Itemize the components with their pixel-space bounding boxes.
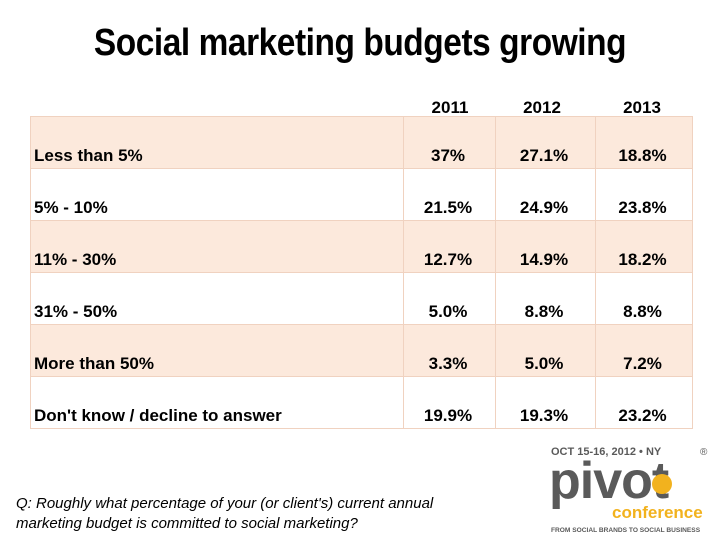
table-row: Less than 5% 37% 27.1% 18.8% <box>30 116 693 169</box>
pivot-conference-logo: OCT 15-16, 2012 • NY ® pivot conference … <box>549 446 708 534</box>
column-header-2011: 2011 <box>431 98 469 117</box>
cell-value: 18.2% <box>595 220 693 273</box>
row-label: 11% - 30% <box>30 220 404 273</box>
table-row: Don't know / decline to answer 19.9% 19.… <box>30 376 693 429</box>
logo-subtitle: conference <box>612 503 703 522</box>
column-header-2013: 2013 <box>623 98 661 117</box>
survey-question: Q: Roughly what percentage of your (or c… <box>16 495 434 532</box>
row-label: More than 50% <box>30 324 404 377</box>
chart-title: Social marketing budgets growing <box>93 22 627 64</box>
logo-wordmark: pivot <box>549 452 669 510</box>
table-row: 31% - 50% 5.0% 8.8% 8.8% <box>30 272 693 325</box>
logo-dot-icon <box>652 474 672 494</box>
table-row: More than 50% 3.3% 5.0% 7.2% <box>30 324 693 377</box>
column-header-2012: 2012 <box>523 98 561 117</box>
cell-value: 12.7% <box>403 220 496 273</box>
row-label: 5% - 10% <box>30 168 404 221</box>
logo-date: OCT 15-16, 2012 • NY <box>551 446 662 458</box>
cell-value: 7.2% <box>595 324 693 377</box>
row-label: Less than 5% <box>30 116 404 169</box>
cell-value: 18.8% <box>595 116 693 169</box>
cell-value: 27.1% <box>495 116 596 169</box>
cell-value: 5.0% <box>495 324 596 377</box>
budget-table: Less than 5% 37% 27.1% 18.8% 5% - 10% 21… <box>30 116 693 429</box>
cell-value: 8.8% <box>495 272 596 325</box>
logo-tagline: FROM SOCIAL BRANDS TO SOCIAL BUSINESS <box>551 527 701 534</box>
row-label: 31% - 50% <box>30 272 404 325</box>
cell-value: 14.9% <box>495 220 596 273</box>
table-row: 11% - 30% 12.7% 14.9% 18.2% <box>30 220 693 273</box>
cell-value: 19.3% <box>495 376 596 429</box>
cell-value: 23.2% <box>595 376 693 429</box>
cell-value: 3.3% <box>403 324 496 377</box>
cell-value: 19.9% <box>403 376 496 429</box>
registered-mark: ® <box>700 447 708 458</box>
cell-value: 5.0% <box>403 272 496 325</box>
cell-value: 23.8% <box>595 168 693 221</box>
row-label: Don't know / decline to answer <box>30 376 404 429</box>
cell-value: 37% <box>403 116 496 169</box>
cell-value: 24.9% <box>495 168 596 221</box>
table-row: 5% - 10% 21.5% 24.9% 23.8% <box>30 168 693 221</box>
cell-value: 21.5% <box>403 168 496 221</box>
cell-value: 8.8% <box>595 272 693 325</box>
